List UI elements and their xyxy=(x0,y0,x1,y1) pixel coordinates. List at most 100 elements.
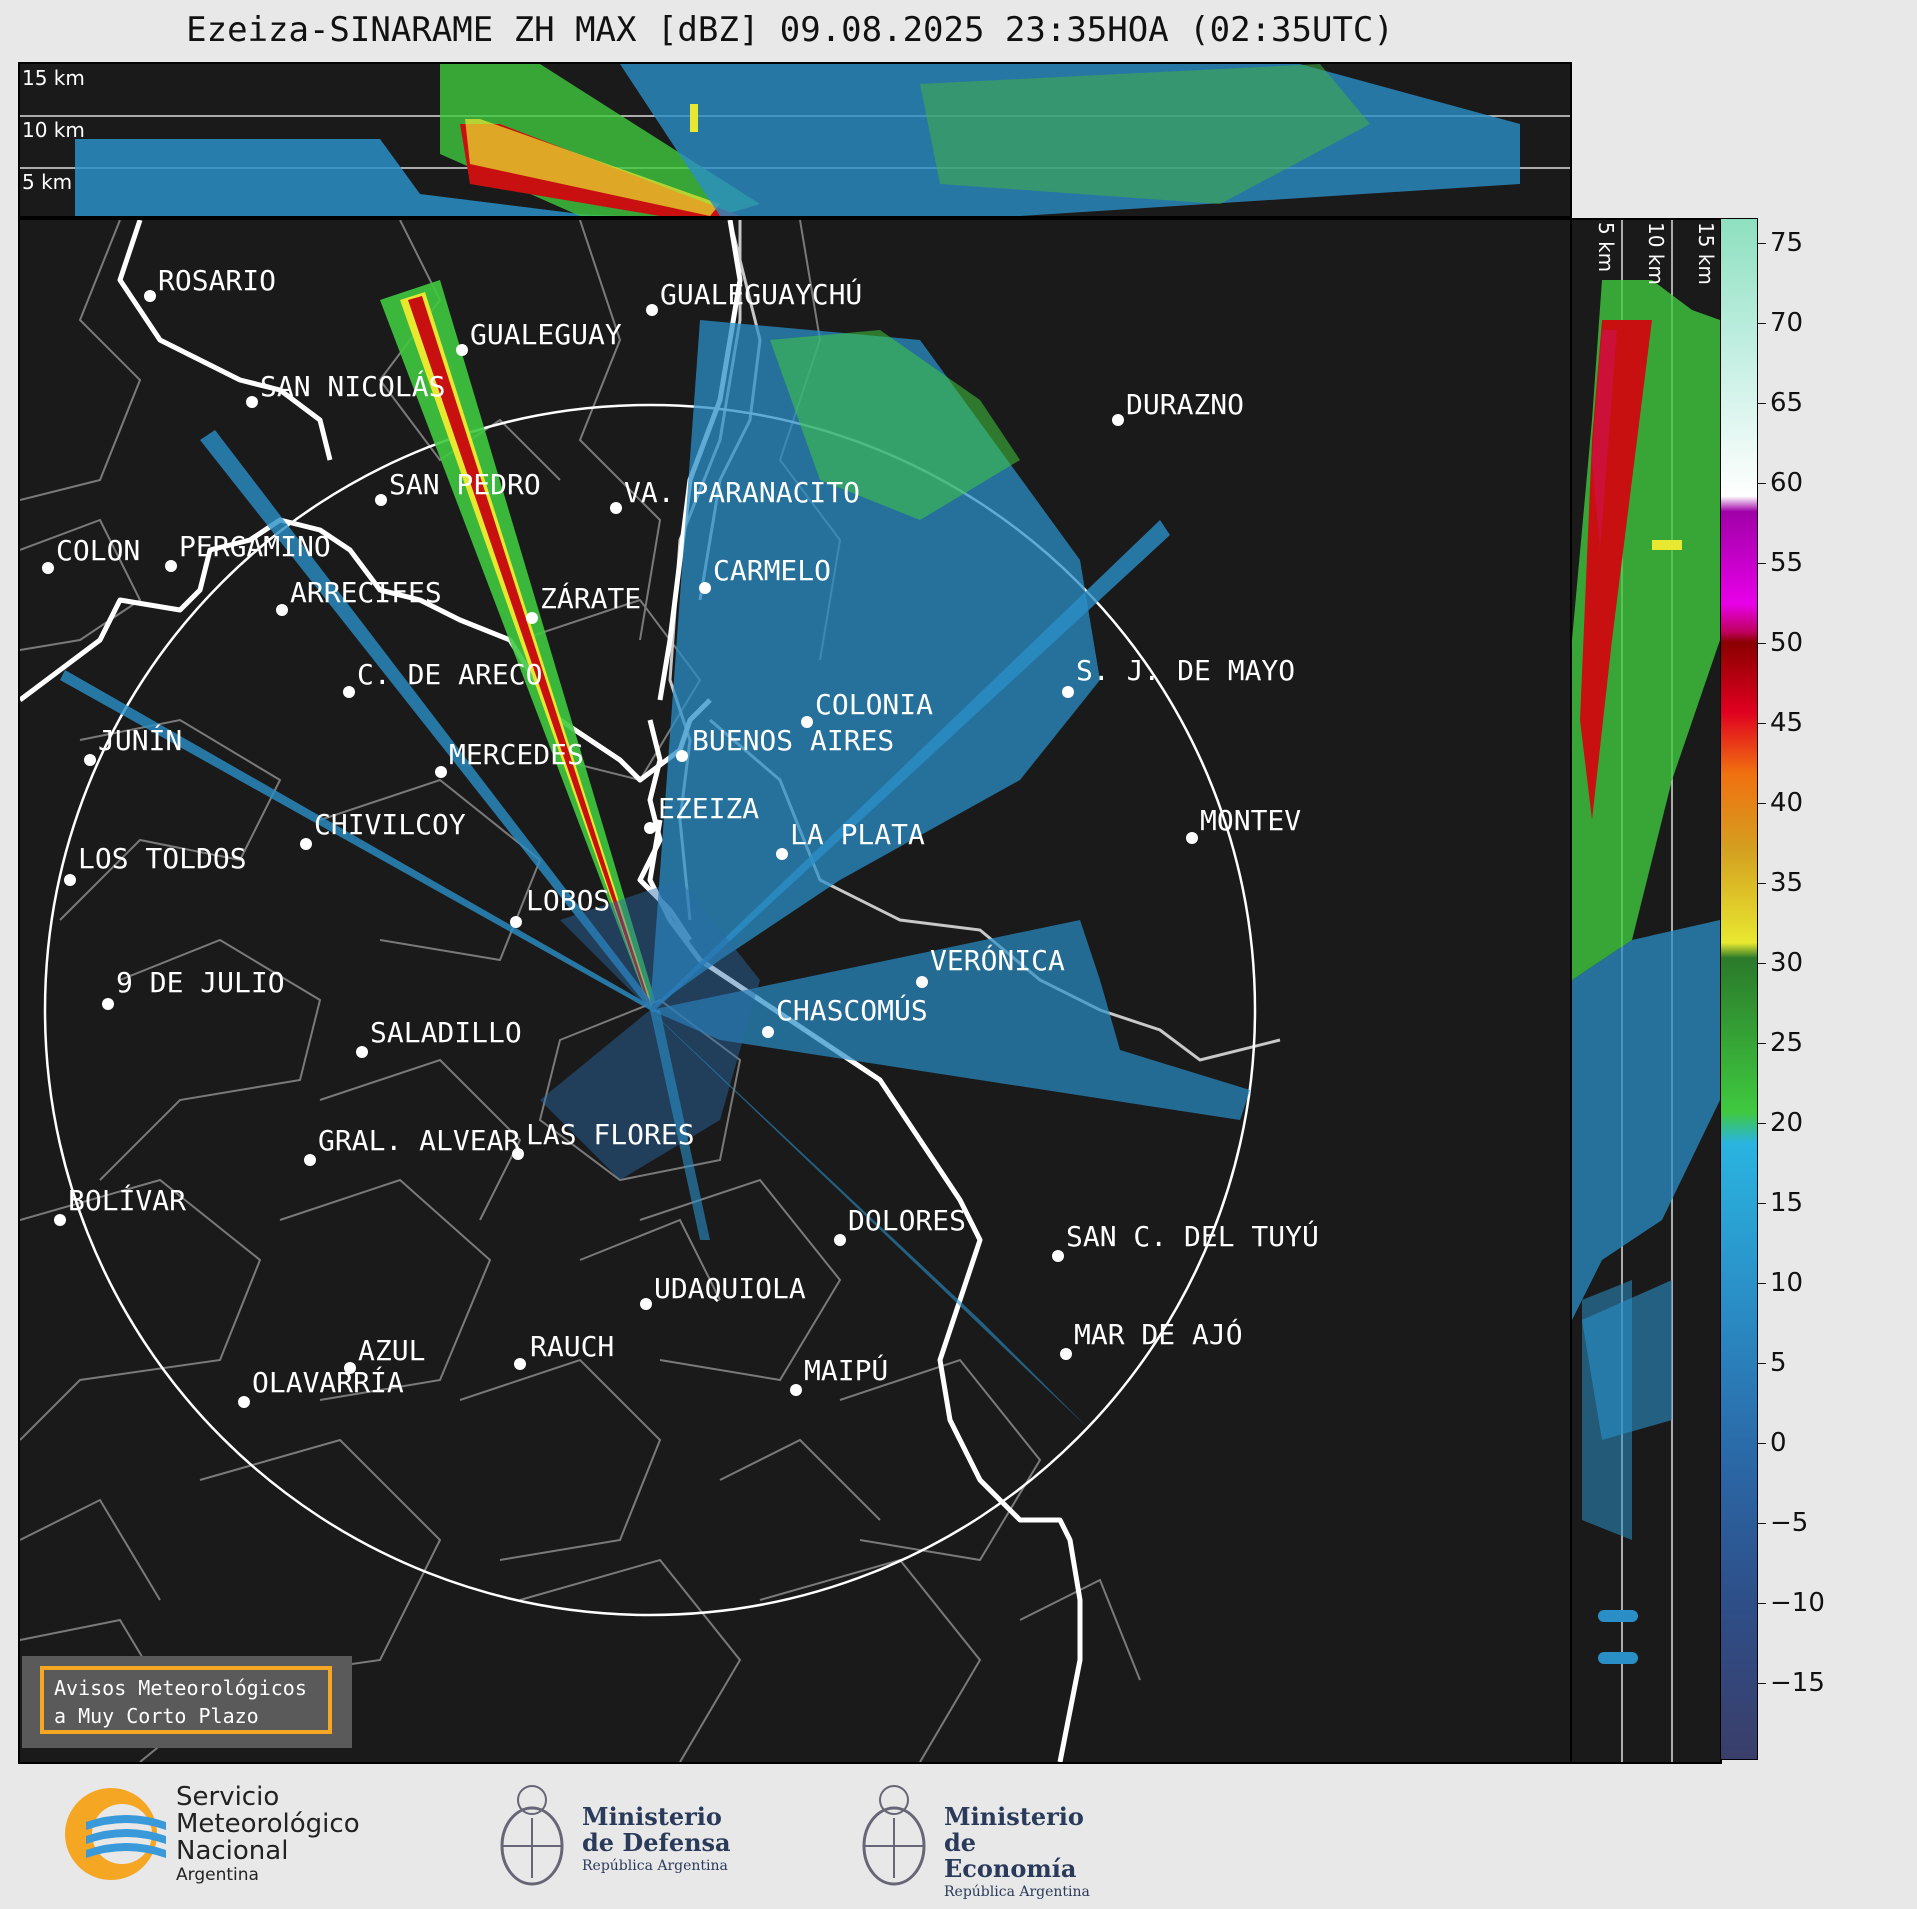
colorbar-tick-label: 5 xyxy=(1770,1348,1787,1378)
colorbar-tick-label: 20 xyxy=(1770,1108,1804,1138)
city-label-veronica: VERÓNICA xyxy=(930,944,1065,977)
city-label-rosario: ROSARIO xyxy=(158,264,277,297)
city-marker xyxy=(435,766,447,778)
city-label-los-toldos: LOS TOLDOS xyxy=(78,842,247,875)
city-marker xyxy=(64,874,76,886)
city-marker xyxy=(54,1214,66,1226)
city-label-bolivar: BOLÍVAR xyxy=(68,1184,187,1217)
city-label-maipu: MAIPÚ xyxy=(804,1354,889,1387)
colorbar-tick-label: 35 xyxy=(1770,868,1804,898)
city-label-chivilcoy: CHIVILCOY xyxy=(314,808,466,841)
colorbar-tick xyxy=(1758,1603,1766,1604)
city-marker xyxy=(510,916,522,928)
radar-map xyxy=(20,220,1281,1762)
coat-of-arms-icon xyxy=(500,1785,564,1886)
city-label-chascomus: CHASCOMÚS xyxy=(776,994,928,1027)
city-marker xyxy=(514,1358,526,1370)
colorbar-tick-label: 55 xyxy=(1770,548,1804,578)
colorbar-tick-label: 60 xyxy=(1770,468,1804,498)
city-label-gualeguaychu: GUALEGUAYCHÚ xyxy=(660,278,863,311)
city-marker xyxy=(375,494,387,506)
level-label-15km: 15 km xyxy=(1694,222,1718,285)
colorbar-tick xyxy=(1758,403,1766,404)
radar-map-panel: ROSARIO GUALEGUAYCHÚ GUALEGUAY SAN NICOL… xyxy=(18,218,1572,1764)
city-label-durazno: DURAZNO xyxy=(1126,388,1245,421)
city-label-s-j-de-mayo: S. J. DE MAYO xyxy=(1076,654,1296,687)
city-marker xyxy=(699,582,711,594)
city-label-san-nicolas: SAN NICOLÁS xyxy=(260,370,446,403)
coat-of-arms-icon xyxy=(862,1785,926,1886)
colorbar-tick xyxy=(1758,1363,1766,1364)
colorbar-tick xyxy=(1758,1443,1766,1444)
smn-logo-text: Servicio Meteorológico Nacional Argentin… xyxy=(176,1782,360,1886)
city-label-san-c-del-tuyu: SAN C. DEL TUYÚ xyxy=(1066,1220,1319,1253)
side-cross-section-panel: 5 km 10 km 15 km xyxy=(1570,218,1722,1764)
colorbar-tick xyxy=(1758,243,1766,244)
city-marker xyxy=(144,290,156,302)
city-marker xyxy=(165,560,177,572)
city-marker xyxy=(1112,414,1124,426)
city-marker xyxy=(834,1234,846,1246)
level-label-15km: 15 km xyxy=(22,66,85,90)
colorbar-tick-label: −10 xyxy=(1770,1588,1825,1618)
reflectivity-colorbar xyxy=(1720,218,1758,1760)
city-marker xyxy=(1062,686,1074,698)
city-marker xyxy=(801,716,813,728)
city-label-dolores: DOLORES xyxy=(848,1204,967,1237)
city-label-colonia: COLONIA xyxy=(815,688,934,721)
colorbar-tick xyxy=(1758,883,1766,884)
colorbar-tick-label: 25 xyxy=(1770,1028,1804,1058)
city-label-gral-alvear: GRAL. ALVEAR xyxy=(318,1124,521,1157)
city-marker xyxy=(238,1396,250,1408)
administrative-borders xyxy=(20,220,1141,1762)
colorbar-tick-label: 10 xyxy=(1770,1268,1804,1298)
city-marker xyxy=(456,344,468,356)
aviso-line-2: a Muy Corto Plazo xyxy=(54,1704,259,1728)
city-marker xyxy=(276,604,288,616)
city-label-lobos: LOBOS xyxy=(526,884,611,917)
city-label-arrecifes: ARRECIFES xyxy=(290,576,442,609)
colorbar-tick-label: −15 xyxy=(1770,1668,1825,1698)
city-marker xyxy=(344,1362,356,1374)
aviso-box[interactable]: Avisos Meteorológicos a Muy Corto Plazo xyxy=(40,1666,332,1734)
city-label-gualeguay: GUALEGUAY xyxy=(470,318,622,351)
city-marker xyxy=(790,1384,802,1396)
colorbar-tick-label: 30 xyxy=(1770,948,1804,978)
city-marker xyxy=(42,562,54,574)
city-label-c-de-areco: C. DE ARECO xyxy=(357,658,543,691)
economia-line-2: de Economía xyxy=(944,1828,1077,1883)
city-label-la-plata: LA PLATA xyxy=(790,818,925,851)
city-label-carmelo: CARMELO xyxy=(713,554,832,587)
smn-logo: Servicio Meteorológico Nacional Argentin… xyxy=(56,1784,376,1894)
smn-line-4: Argentina xyxy=(176,1865,259,1885)
city-marker xyxy=(676,750,688,762)
city-label-montev: MONTEV xyxy=(1200,804,1302,837)
side-cross-section-plot xyxy=(1572,220,1720,1762)
aviso-line-1: Avisos Meteorológicos xyxy=(54,1676,307,1700)
city-label-saladillo: SALADILLO xyxy=(370,1016,522,1049)
city-label-zarate: ZÁRATE xyxy=(540,582,642,615)
top-cross-section-panel: 15 km 10 km 5 km xyxy=(18,62,1572,218)
colorbar-tick-label: 75 xyxy=(1770,228,1804,258)
city-label-mercedes: MERCEDES xyxy=(449,738,584,771)
city-label-rauch: RAUCH xyxy=(530,1330,615,1363)
colorbar-tick-label: 0 xyxy=(1770,1428,1787,1458)
city-marker xyxy=(762,1026,774,1038)
colorbar-tick xyxy=(1758,323,1766,324)
city-label-buenos-aires: BUENOS AIRES xyxy=(692,724,895,757)
city-label-olavarria: OLAVARRÍA xyxy=(252,1366,404,1399)
colorbar-tick-label: 15 xyxy=(1770,1188,1804,1218)
colorbar-tick xyxy=(1758,483,1766,484)
colorbar-tick-label: 45 xyxy=(1770,708,1804,738)
city-marker xyxy=(300,838,312,850)
smn-line-1: Servicio xyxy=(176,1782,280,1812)
colorbar-tick xyxy=(1758,643,1766,644)
city-label-junin: JUNÍN xyxy=(98,724,183,757)
smn-line-2: Meteorológico xyxy=(176,1809,360,1839)
city-marker xyxy=(84,754,96,766)
colorbar-tick-label: −5 xyxy=(1770,1508,1809,1538)
city-marker xyxy=(304,1154,316,1166)
aviso-link[interactable]: Avisos Meteorológicos a Muy Corto Plazo xyxy=(22,1656,352,1748)
city-marker xyxy=(640,1298,652,1310)
colorbar-tick xyxy=(1758,563,1766,564)
